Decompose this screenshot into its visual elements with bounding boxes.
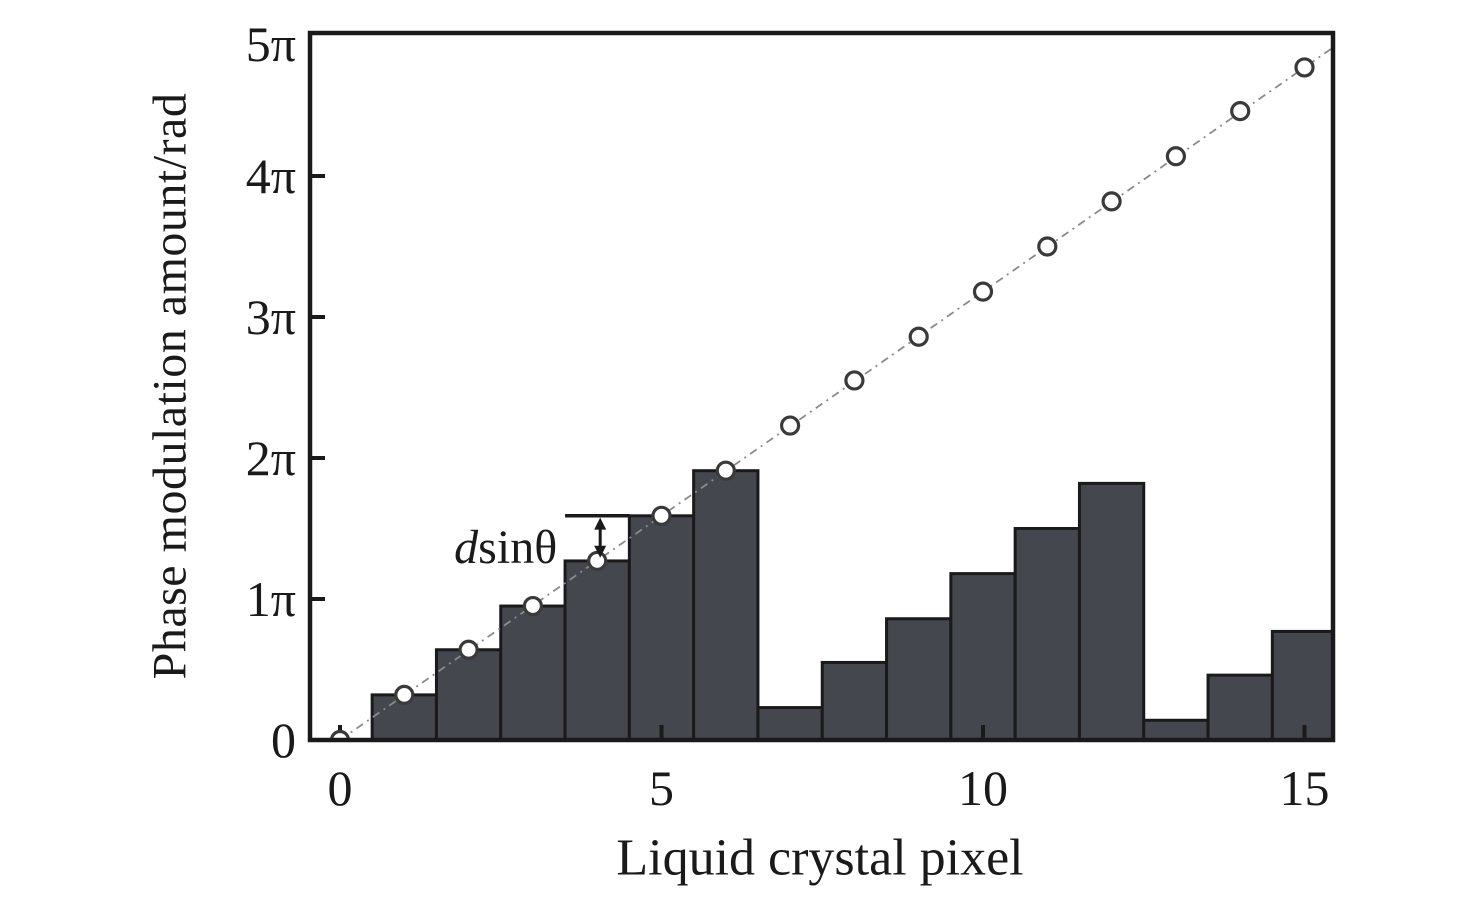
phase-line (339, 46, 1333, 740)
plot-inner-group (310, 46, 1333, 740)
bar-pixel-15 (1270, 629, 1333, 740)
bar-pixel-12 (1077, 481, 1146, 740)
bar-pixel-6 (692, 469, 760, 740)
annotation-arrowhead-up (594, 517, 607, 530)
y-tick-label-3: 3π (246, 289, 296, 345)
y-tick-label-5: 5π (246, 16, 296, 72)
bar-pixel-5 (627, 514, 696, 740)
bar-pixel-4 (563, 559, 631, 740)
data-point-marker-1 (394, 684, 415, 705)
x-tick-label-2: 10 (958, 760, 1008, 816)
x-axis-title: Liquid crystal pixel (616, 829, 1024, 887)
x-tick-label-3: 15 (1280, 760, 1330, 816)
bar-pixel-3 (499, 604, 567, 740)
data-point-marker-14 (1230, 101, 1251, 122)
y-tick-label-4: 4π (246, 148, 296, 204)
bar-pixel-10 (949, 572, 1017, 740)
annotation-arrowhead-down (594, 545, 607, 558)
data-point-marker-12 (1101, 191, 1122, 212)
y-tick-label-2: 2π (246, 430, 296, 486)
y-tick-label-0: 0 (271, 712, 296, 768)
y-axis-title: Phase modulation amount/rad (143, 92, 197, 680)
bar-pixel-11 (1013, 527, 1081, 740)
data-point-marker-5 (651, 505, 672, 526)
bar-pixel-8 (820, 660, 889, 740)
y-tick-label-1: 1π (246, 571, 296, 627)
bar-pixel-13 (1142, 718, 1210, 740)
annotation-label: dsinθ (454, 520, 557, 573)
plot-frame (307, 30, 1336, 743)
bar-pixel-2 (434, 648, 503, 740)
data-point-marker-8 (844, 370, 865, 391)
bar-pixel-9 (885, 617, 953, 740)
data-point-marker-13 (1165, 146, 1187, 167)
data-point-marker-9 (908, 326, 929, 347)
data-point-marker-7 (779, 415, 801, 436)
data-point-marker-10 (972, 281, 994, 302)
bar-pixel-7 (756, 706, 824, 740)
x-tick-label-0: 0 (328, 760, 353, 816)
data-point-marker-3 (522, 595, 544, 617)
data-point-marker-6 (715, 460, 736, 481)
data-point-marker-4 (587, 550, 608, 572)
data-point-marker-11 (1037, 236, 1058, 257)
data-point-marker-15 (1294, 57, 1315, 78)
bar-pixel-14 (1206, 673, 1274, 740)
data-point-marker-2 (458, 639, 479, 660)
x-tick-label-1: 5 (649, 760, 674, 816)
